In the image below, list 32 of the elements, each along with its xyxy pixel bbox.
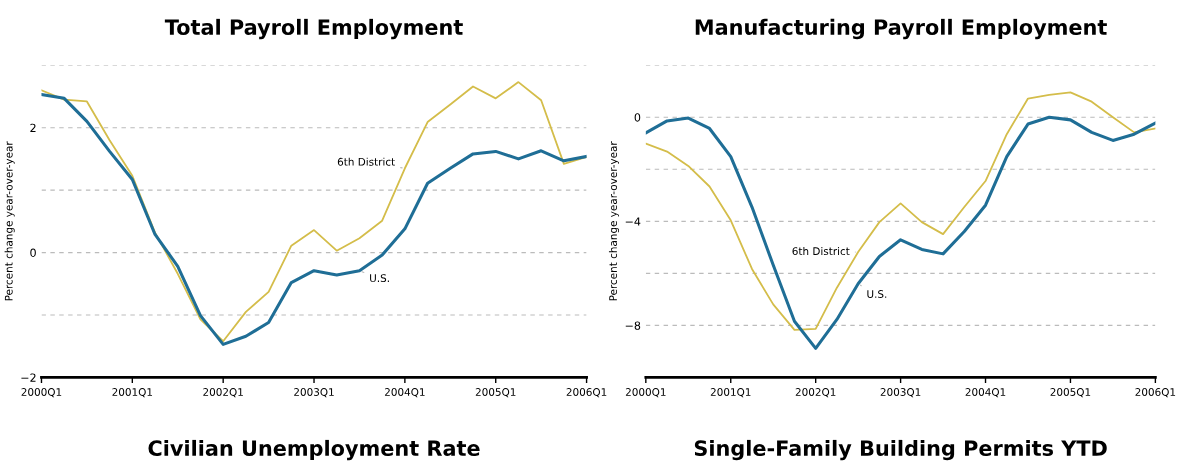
x-tick-label: 2002Q1 [203,388,243,398]
text: Single-Family Building Permits YTD [694,439,1107,461]
x-tick-label: 2006Q1 [1135,388,1176,398]
x-tick-label: 2002Q1 [795,388,836,398]
y-tick-label: −4 [625,217,641,226]
x-tick-label: 2001Q1 [710,388,751,398]
series-label: 6th District [792,247,850,256]
y-axis-title: Percent change year-over-year [4,141,15,301]
x-tick-label: 2005Q1 [475,388,516,398]
y-axis-title: Percent change year-over-year [608,141,620,301]
x-tick-label: 2000Q1 [625,388,666,398]
text: Civilian Unemployment Rate [148,439,480,461]
series-label: 6th District [337,157,395,166]
y-tick-label: 0 [634,113,641,122]
chart-title: Manufacturing Payroll Employment [695,18,1107,40]
x-tick-label: 2004Q1 [965,388,1006,398]
x-tick-label: 2003Q1 [880,388,921,398]
y-tick-label: 2 [30,123,36,132]
line-series [645,91,1156,331]
y-tick-label: 0 [30,248,36,257]
series-label: U.S. [867,290,887,298]
x-tick-label: 2003Q1 [294,388,334,398]
chart-title: Total Payroll Employment [164,18,463,40]
series-label: U.S. [370,274,389,283]
line-series [645,115,1156,350]
x-tick-label: 2004Q1 [384,388,425,398]
x-tick-label: 2005Q1 [1050,388,1091,398]
x-tick-label: 2001Q1 [112,388,153,398]
x-tick-label: 2000Q1 [21,388,62,398]
y-tick-label: −2 [21,373,36,382]
x-tick-label: 2006Q1 [566,388,607,398]
y-tick-label: −8 [625,321,641,330]
